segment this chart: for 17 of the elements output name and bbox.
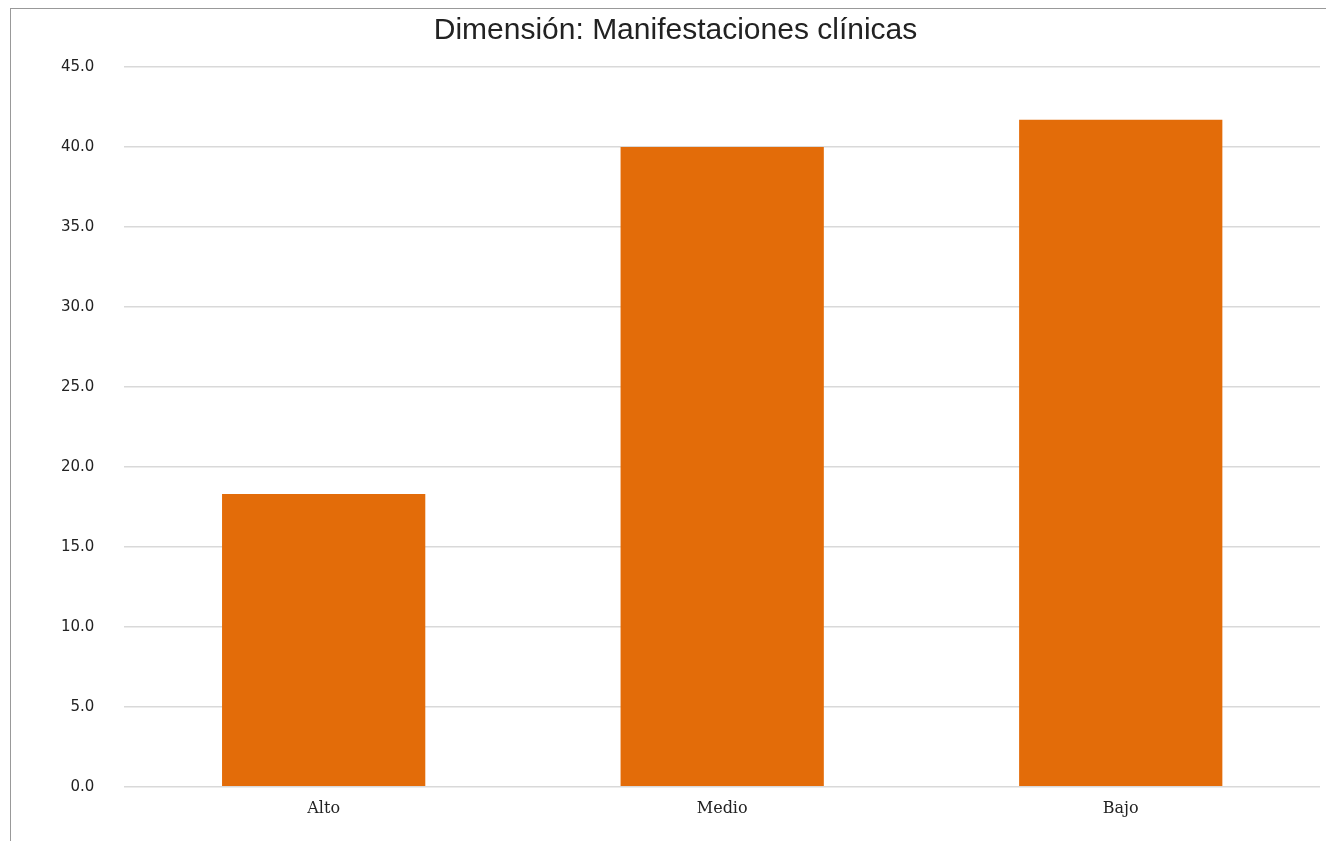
y-tick-label: 45.0 <box>60 56 95 75</box>
y-tick-label: 5.0 <box>70 696 95 715</box>
bar <box>1019 119 1223 787</box>
y-tick-label: 30.0 <box>60 296 95 315</box>
x-tick-label: Medio <box>696 797 748 817</box>
y-tick-label: 35.0 <box>60 216 95 235</box>
y-tick-label: 15.0 <box>60 536 95 555</box>
x-tick-label: Alto <box>306 797 341 817</box>
y-tick-label: 0.0 <box>70 776 95 795</box>
bar <box>620 146 824 787</box>
y-tick-label: 20.0 <box>60 456 95 475</box>
y-tick-label: 25.0 <box>60 376 95 395</box>
bar <box>222 494 426 787</box>
y-tick-label: 40.0 <box>60 136 95 155</box>
chart-title: Dimensión: Manifestaciones clínicas <box>433 12 918 46</box>
y-tick-label: 10.0 <box>60 616 95 635</box>
x-tick-label: Bajo <box>1102 797 1139 817</box>
